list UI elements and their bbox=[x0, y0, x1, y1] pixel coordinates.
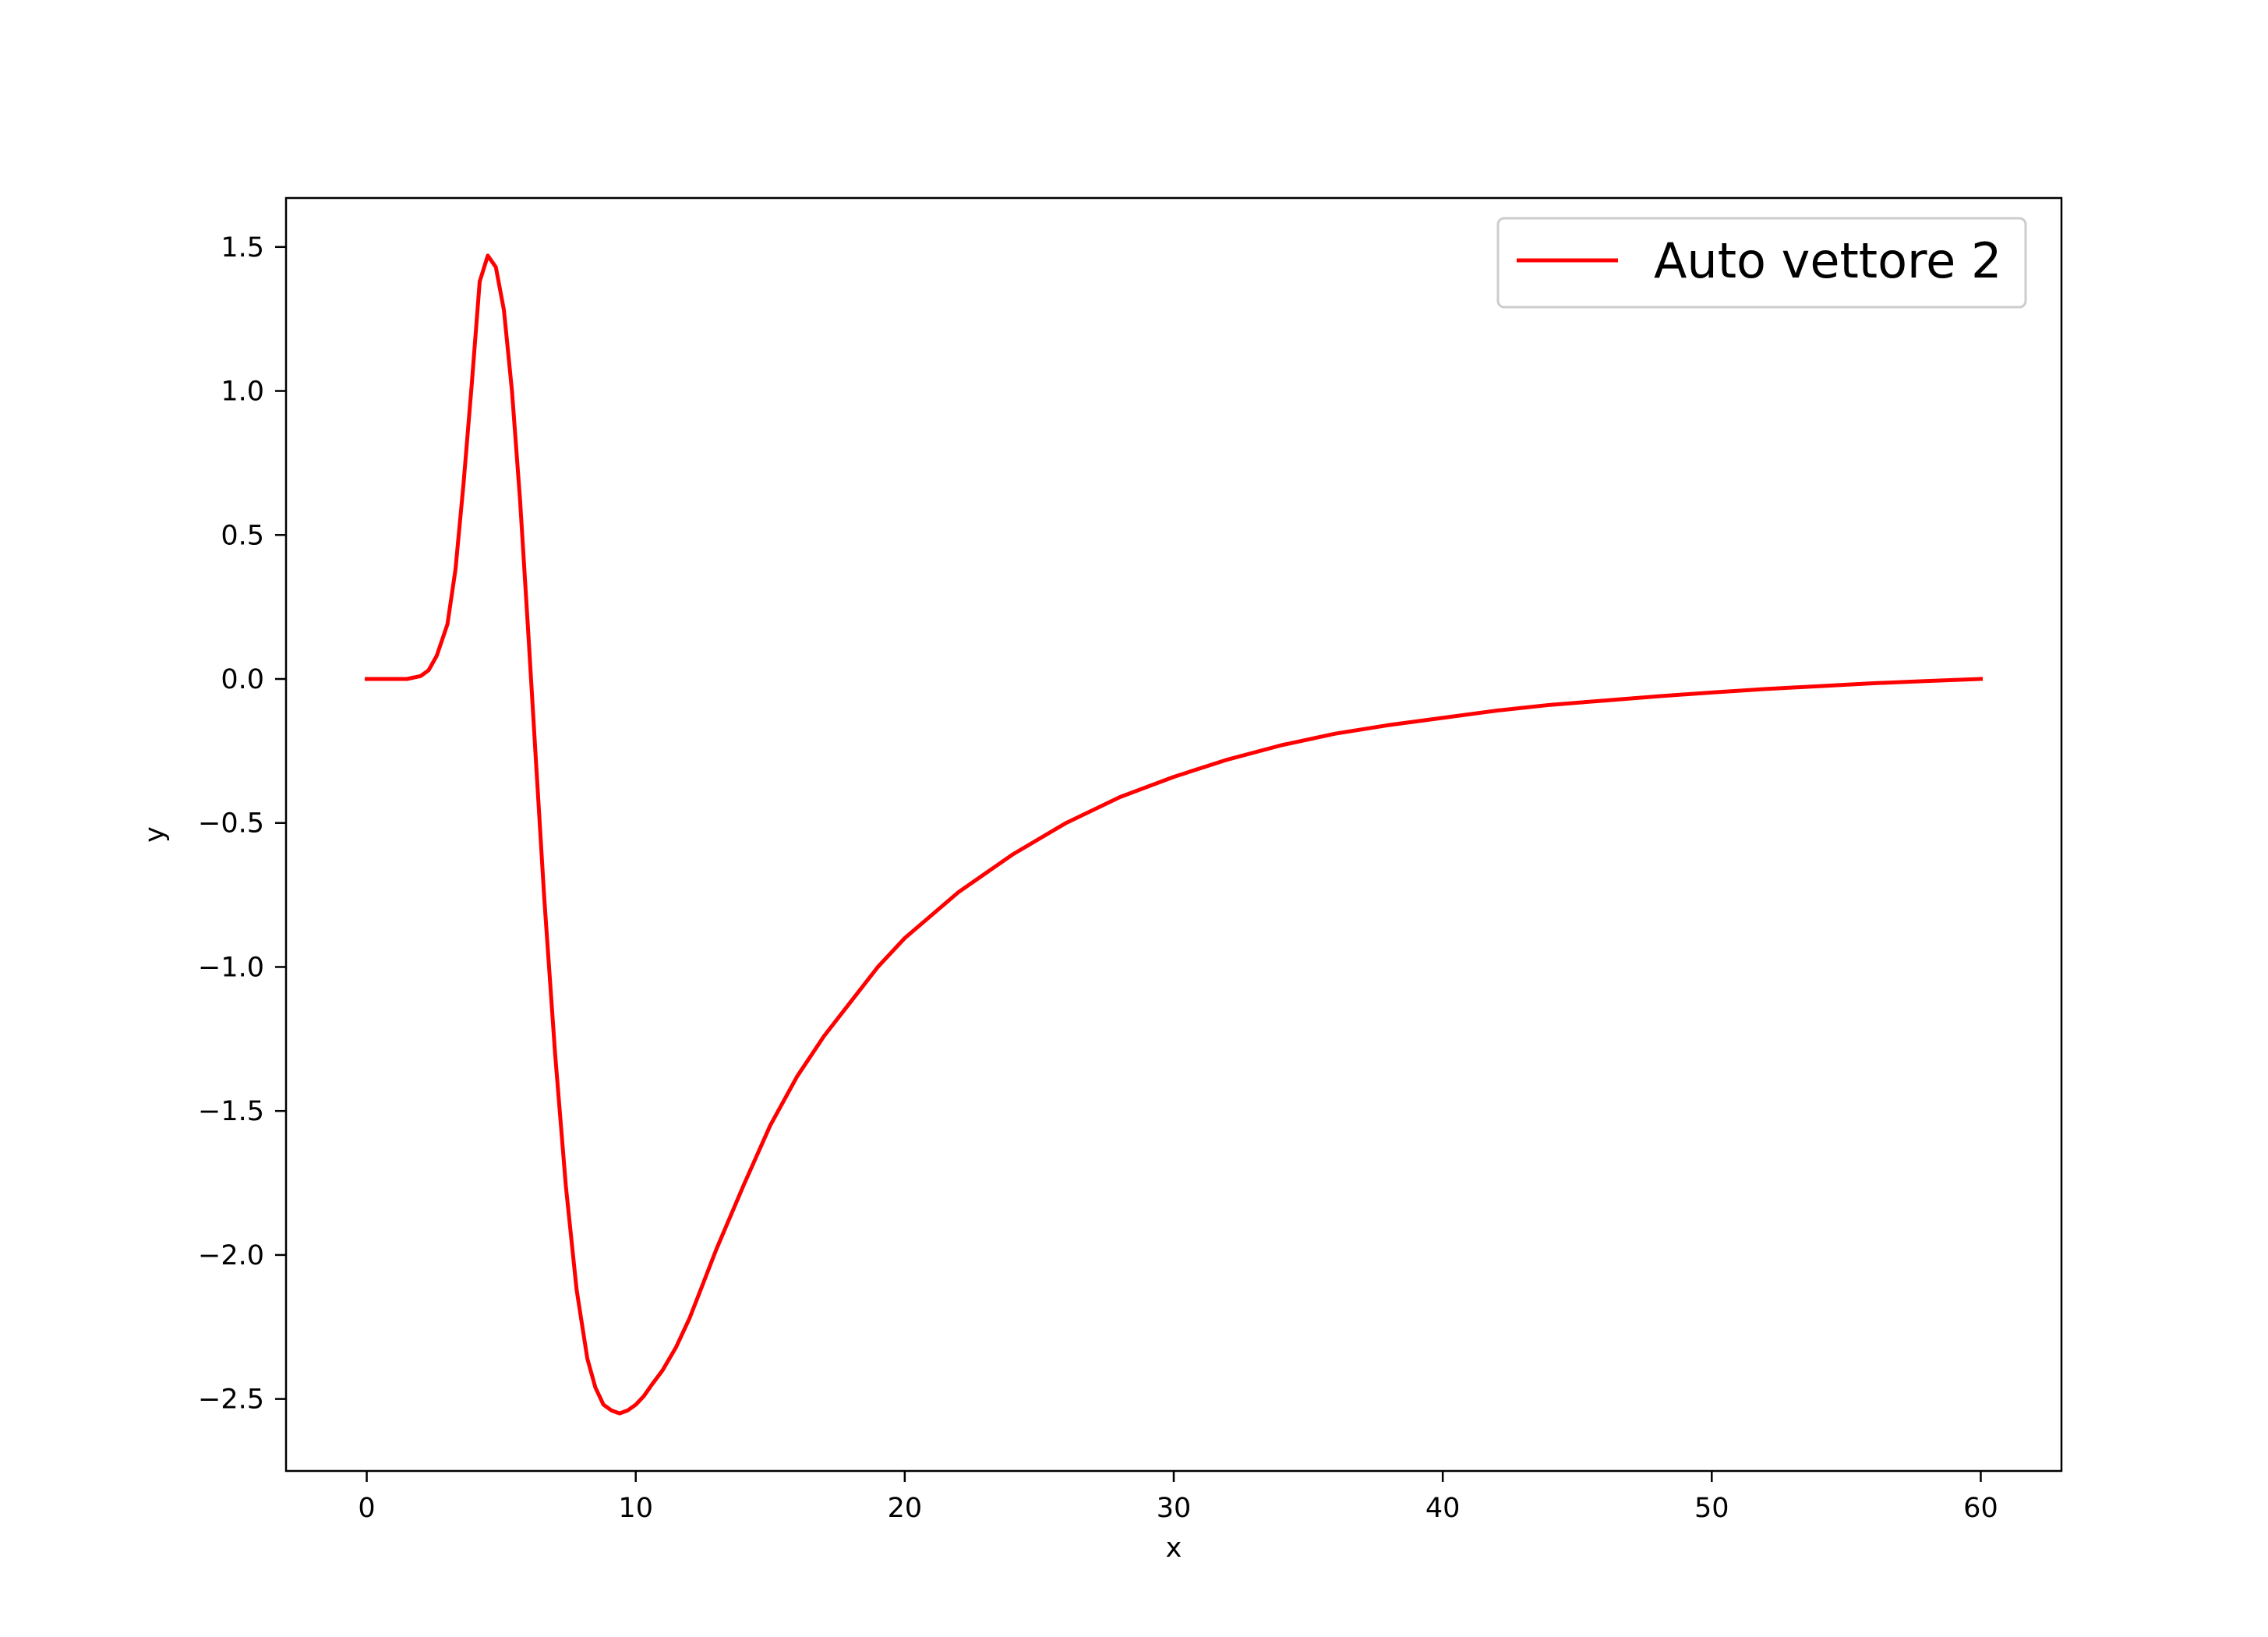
y-axis: 1.5 1.0 0.5 0.0 −0.5 −1.0 −1.5 −2.0 −2.5 bbox=[198, 232, 286, 1416]
x-tick-label: 40 bbox=[1425, 1493, 1461, 1524]
x-tick-label: 30 bbox=[1157, 1493, 1192, 1524]
x-tick-label: 50 bbox=[1694, 1493, 1729, 1524]
y-tick-label: 1.5 bbox=[221, 232, 264, 263]
x-tick-label: 20 bbox=[888, 1493, 923, 1524]
y-tick-label: −0.5 bbox=[198, 808, 264, 840]
legend-box bbox=[1496, 217, 2027, 309]
y-tick-label: 0.0 bbox=[221, 664, 264, 695]
x-tick-label: 0 bbox=[358, 1493, 375, 1524]
y-tick-label: −2.5 bbox=[198, 1384, 264, 1416]
x-axis: 0 10 20 30 40 50 60 bbox=[358, 1471, 1998, 1524]
y-tick-label: 1.0 bbox=[221, 377, 264, 408]
legend: Auto vettore 2 bbox=[1496, 217, 2027, 309]
x-axis-label: x bbox=[1166, 1533, 1182, 1564]
series-line-0 bbox=[365, 253, 1984, 1416]
y-tick-label: 0.5 bbox=[221, 520, 264, 551]
y-tick-label: −1.0 bbox=[198, 952, 264, 983]
x-tick-label: 60 bbox=[1963, 1493, 1998, 1524]
legend-label-auto-vettore-2: Auto vettore 2 bbox=[1654, 232, 2001, 289]
y-tick-label: −1.5 bbox=[198, 1096, 264, 1127]
x-tick-label: 10 bbox=[618, 1493, 653, 1524]
y-axis-label: y bbox=[140, 826, 171, 843]
y-tick-label: −2.0 bbox=[198, 1240, 264, 1271]
